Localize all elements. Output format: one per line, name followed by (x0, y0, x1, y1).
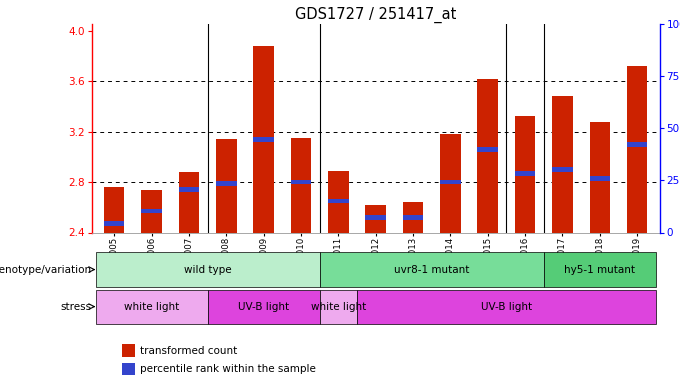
Bar (141, 190, 162, 232)
Bar (590, 122, 610, 232)
Text: stress: stress (60, 302, 91, 312)
Bar (328, 171, 349, 232)
Bar (403, 202, 424, 232)
Bar (320, 290, 357, 324)
Bar (207, 290, 320, 324)
Bar (179, 187, 199, 192)
Bar (477, 79, 498, 232)
Bar (477, 147, 498, 152)
Bar (627, 66, 647, 232)
Bar (515, 117, 535, 232)
Bar (254, 46, 274, 232)
Text: transformed count: transformed count (140, 346, 237, 356)
Bar (179, 172, 199, 232)
Text: white light: white light (124, 302, 180, 312)
Bar (320, 252, 544, 286)
Bar (141, 209, 162, 213)
Bar (95, 290, 207, 324)
Bar (552, 167, 573, 172)
Bar (365, 215, 386, 220)
Text: white light: white light (311, 302, 366, 312)
Text: UV-B light: UV-B light (238, 302, 289, 312)
Bar (544, 252, 656, 286)
Title: GDS1727 / 251417_at: GDS1727 / 251417_at (295, 7, 456, 23)
Bar (122, 363, 135, 375)
Text: wild type: wild type (184, 264, 231, 274)
Text: genotype/variation: genotype/variation (0, 264, 91, 274)
Bar (440, 180, 460, 184)
Bar (216, 181, 237, 186)
Bar (627, 142, 647, 147)
Bar (95, 252, 320, 286)
Bar (216, 139, 237, 232)
Bar (515, 171, 535, 176)
Bar (254, 137, 274, 141)
Bar (552, 96, 573, 232)
Bar (440, 134, 460, 232)
Bar (104, 221, 124, 226)
Bar (291, 138, 311, 232)
Bar (104, 187, 124, 232)
Bar (328, 199, 349, 203)
Text: uvr8-1 mutant: uvr8-1 mutant (394, 264, 469, 274)
Bar (122, 344, 135, 357)
Bar (403, 215, 424, 220)
Bar (365, 205, 386, 232)
Text: hy5-1 mutant: hy5-1 mutant (564, 264, 635, 274)
Bar (291, 180, 311, 184)
Text: percentile rank within the sample: percentile rank within the sample (140, 364, 316, 374)
Text: UV-B light: UV-B light (481, 302, 532, 312)
Bar (357, 290, 656, 324)
Bar (590, 176, 610, 181)
